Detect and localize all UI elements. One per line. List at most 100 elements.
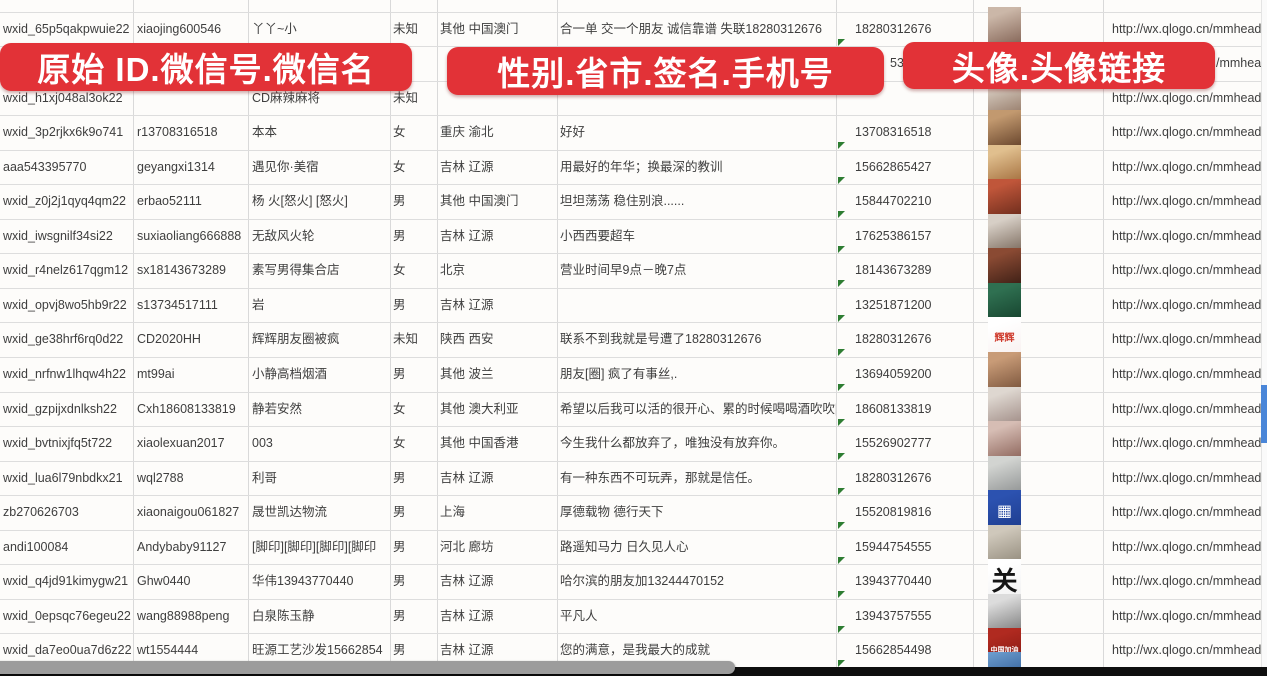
cell-wechat-name[interactable]: 静若安然	[252, 401, 303, 416]
cell-signature[interactable]: 希望以后我可以活的很开心、累的时候喝喝酒吹吹[	[560, 401, 836, 416]
cell-signature[interactable]: 您的满意，是我最大的成就	[560, 643, 711, 658]
cell-wechat-name[interactable]: 003	[252, 436, 273, 451]
cell-original-id[interactable]: wxid_da7eo0ua7d6z22	[3, 643, 132, 658]
cell-wechat-name[interactable]: 岩	[252, 297, 265, 312]
cell-region[interactable]: 北京	[440, 263, 466, 278]
cell-wechat-name[interactable]: 杨 火[怒火] [怒火]	[252, 194, 348, 209]
cell-phone[interactable]: 15662865427	[855, 159, 932, 174]
cell-phone[interactable]: 13251871200	[855, 297, 932, 312]
cell-avatar-url[interactable]: http://wx.qlogo.cn/mmhead	[1112, 643, 1262, 658]
cell-signature[interactable]: 小西西要超车	[560, 228, 636, 243]
cell-wechat-name[interactable]: 旺源工艺沙发15662854	[252, 643, 383, 658]
cell-wechat-no[interactable]: Andybaby91127	[137, 539, 227, 554]
cell-wechat-no[interactable]: wql2788	[137, 470, 184, 485]
cell-original-id[interactable]: wxid_opvj8wo5hb9r22	[3, 297, 127, 312]
cell-wechat-no[interactable]: Ghw0440	[137, 574, 191, 589]
cell-wechat-no[interactable]: mt99ai	[137, 367, 175, 381]
cell-gender[interactable]: 男	[393, 194, 406, 209]
cell-phone[interactable]: 15662854498	[855, 643, 932, 658]
cell-signature[interactable]: 路遥知马力 日久见人心	[560, 539, 689, 554]
cell-wechat-name[interactable]: CD麻辣麻将	[252, 90, 321, 105]
cell-signature[interactable]: 好好	[560, 125, 586, 140]
cell-original-id[interactable]: wxid_0epsqc76egeu22	[3, 608, 131, 623]
cell-region[interactable]: 其他 中国澳门	[440, 21, 519, 36]
cell-original-id[interactable]: wxid_r4nelz617qgm12	[3, 263, 129, 278]
cell-signature[interactable]: 合一单 交一个朋友 诚信靠谱 失联18280312676	[560, 21, 822, 36]
cell-region[interactable]: 其他 澳大利亚	[440, 401, 519, 416]
horizontal-scrollbar-thumb[interactable]	[0, 661, 735, 674]
cell-phone[interactable]: 18608133819	[855, 401, 932, 416]
cell-avatar-url[interactable]: http://wx.qlogo.cn/mmhead	[1112, 228, 1262, 243]
cell-signature[interactable]: 厚德载物 德行天下	[560, 505, 664, 520]
cell-wechat-name[interactable]: 晟世凯达物流	[252, 505, 328, 520]
cell-original-id[interactable]: wxid_q4jd91kimygw21	[3, 574, 129, 589]
cell-wechat-no[interactable]: wang88988peng	[137, 608, 230, 623]
cell-wechat-name[interactable]: 素写男得集合店	[252, 263, 340, 278]
cell-phone[interactable]: 18280312676	[855, 332, 932, 347]
cell-avatar-url[interactable]: http://wx.qlogo.cn/mmhead	[1112, 125, 1262, 140]
cell-region[interactable]: 吉林 辽源	[440, 159, 494, 174]
cell-original-id[interactable]: wxid_h1xj048al3ok22	[3, 90, 123, 105]
cell-wechat-name[interactable]: 辉辉朋友圈被疯	[252, 332, 340, 347]
cell-gender[interactable]: 男	[393, 574, 406, 589]
cell-gender[interactable]: 男	[393, 643, 406, 658]
cell-original-id[interactable]: wxid_ge38hrf6rq0d22	[3, 332, 124, 347]
cell-gender[interactable]: 男	[393, 297, 406, 312]
cell-original-id[interactable]: wxid_65p5qakpwuie22	[3, 21, 130, 36]
cell-region[interactable]: 陕西 西安	[440, 332, 494, 347]
cell-original-id[interactable]: wxid_bvtnixjfq5t722	[3, 436, 113, 451]
cell-signature[interactable]: 营业时间早9点－晚7点	[560, 263, 687, 278]
cell-signature[interactable]: 朋友[圈] 疯了有事丝,.	[560, 367, 678, 381]
cell-region[interactable]: 河北 廊坊	[440, 539, 494, 554]
cell-wechat-name[interactable]: 华伟13943770440	[252, 574, 354, 589]
cell-avatar-url[interactable]: http://wx.qlogo.cn/mmhead	[1112, 263, 1262, 278]
cell-avatar-url[interactable]: http://wx.qlogo.cn/mmhead	[1112, 470, 1262, 485]
cell-wechat-name[interactable]: 遇见你·美宿	[252, 159, 319, 174]
cell-signature[interactable]: 用最好的年华；换最深的教训	[560, 159, 723, 174]
vertical-scrollbar-thumb[interactable]	[1261, 385, 1267, 443]
cell-wechat-no[interactable]: CD2020HH	[137, 332, 201, 347]
cell-url-fragment[interactable]: /mmhead	[1216, 56, 1262, 71]
cell-region[interactable]: 吉林 辽源	[440, 643, 494, 658]
cell-gender[interactable]: 男	[393, 228, 406, 243]
cell-avatar-url[interactable]: http://wx.qlogo.cn/mmhead	[1112, 436, 1262, 451]
cell-gender[interactable]: 女	[393, 125, 406, 140]
cell-avatar-url[interactable]: http://wx.qlogo.cn/mmhead	[1112, 90, 1262, 105]
cell-avatar-url[interactable]: http://wx.qlogo.cn/mmhead	[1112, 159, 1262, 174]
cell-gender[interactable]: 未知	[393, 332, 419, 347]
cell-signature[interactable]: 有一种东西不可玩弄，那就是信任。	[560, 470, 761, 485]
cell-avatar-url[interactable]: http://wx.qlogo.cn/mmhead	[1112, 21, 1262, 36]
cell-gender[interactable]: 男	[393, 539, 406, 554]
cell-original-id[interactable]: wxid_lua6l79nbdkx21	[3, 470, 123, 485]
cell-phone[interactable]: 15526902777	[855, 436, 932, 451]
cell-original-id[interactable]: aaa543395770	[3, 159, 87, 174]
cell-wechat-no[interactable]: geyangxi1314	[137, 159, 215, 174]
cell-gender[interactable]: 未知	[393, 21, 419, 36]
cell-gender[interactable]: 女	[393, 401, 406, 416]
cell-region[interactable]: 其他 波兰	[440, 367, 494, 381]
cell-wechat-no[interactable]: Cxh18608133819	[137, 401, 236, 416]
cell-avatar-url[interactable]: http://wx.qlogo.cn/mmhead	[1112, 539, 1262, 554]
cell-original-id[interactable]: wxid_3p2rjkx6k9o741	[3, 125, 124, 140]
cell-wechat-no[interactable]: xiaolexuan2017	[137, 436, 225, 451]
cell-phone[interactable]: 15944754555	[855, 539, 932, 554]
cell-gender[interactable]: 男	[393, 470, 406, 485]
cell-signature[interactable]: 坦坦荡荡 稳住别浪......	[560, 194, 685, 209]
cell-wechat-name[interactable]: 白泉陈玉静	[252, 608, 315, 623]
cell-phone[interactable]: 15520819816	[855, 505, 932, 520]
cell-wechat-no[interactable]: xiaonaigou061827	[137, 505, 240, 520]
cell-wechat-no[interactable]: s13734517111	[137, 297, 218, 312]
cell-wechat-name[interactable]: 小静高档烟酒	[252, 367, 328, 381]
cell-phone[interactable]: 18143673289	[855, 263, 932, 278]
cell-wechat-name[interactable]: 本本	[252, 125, 278, 140]
cell-phone[interactable]: 13694059200	[855, 367, 932, 381]
cell-gender[interactable]: 女	[393, 436, 406, 451]
cell-phone[interactable]: 18280312676	[855, 470, 932, 485]
cell-avatar-url[interactable]: http://wx.qlogo.cn/mmhead	[1112, 367, 1262, 381]
cell-wechat-no[interactable]: sx18143673289	[137, 263, 226, 278]
cell-signature[interactable]: 今生我什么都放弃了，唯独没有放弃你。	[560, 436, 786, 451]
cell-wechat-no[interactable]: wt1554444	[137, 643, 199, 658]
cell-original-id[interactable]: wxid_iwsgnilf34si22	[3, 228, 113, 243]
cell-region[interactable]: 吉林 辽源	[440, 470, 494, 485]
cell-wechat-name[interactable]: 丫丫~小	[252, 21, 297, 36]
